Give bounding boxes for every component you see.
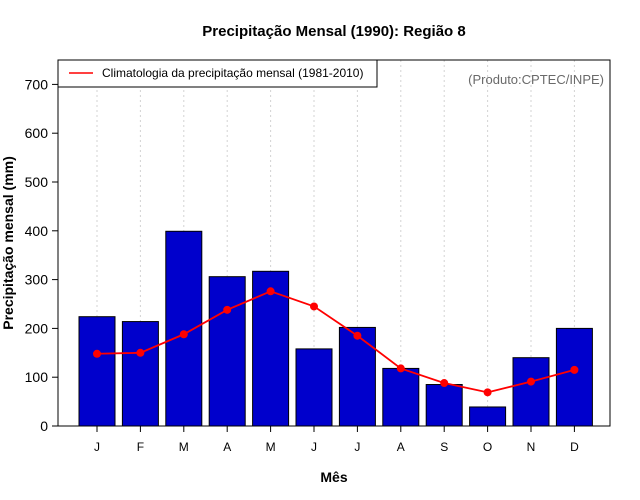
y-axis-label: Precipitação mensal (mm) <box>0 156 16 330</box>
y-axis: 0 100 200 300 400 500 600 700 <box>25 76 58 434</box>
y-tick-label-700: 700 <box>25 76 49 92</box>
bar-4 <box>208 276 246 427</box>
bar-7 <box>338 326 376 427</box>
bar-6 <box>295 348 333 427</box>
climatology-point-9 <box>440 379 449 388</box>
x-tick-label-5: M <box>266 440 276 454</box>
legend-box <box>57 59 378 88</box>
climatology-point-8 <box>396 364 405 373</box>
y-tick-label-200: 200 <box>25 320 49 336</box>
y-tick-label-600: 600 <box>25 125 49 141</box>
bar-9 <box>425 384 463 427</box>
climatology-line <box>96 290 575 394</box>
legend-label: Climatologia da precipitação mensal (198… <box>102 66 363 80</box>
y-tick-label-0: 0 <box>40 418 48 434</box>
x-tick-label-9: S <box>440 440 448 454</box>
chart-title: Precipitação Mensal (1990): Região 8 <box>202 23 465 40</box>
y-tick-label-100: 100 <box>25 369 49 385</box>
climatology-point-10 <box>483 388 492 397</box>
bar-2 <box>121 321 159 427</box>
x-tick-label-10: O <box>483 440 492 454</box>
climatology-point-1 <box>93 349 101 358</box>
bar-11 <box>512 357 550 427</box>
climatology-point-5 <box>266 287 275 296</box>
x-tick-label-7: J <box>354 440 360 454</box>
bar-5 <box>252 270 290 427</box>
x-tick-label-2: F <box>137 440 144 454</box>
bar-1 <box>78 316 116 427</box>
x-tick-label-8: A <box>397 440 405 454</box>
climatology-point-7 <box>353 331 362 340</box>
climatology-point-6 <box>310 302 318 311</box>
legend: Climatologia da precipitação mensal (198… <box>57 59 378 88</box>
source-annotation: (Produto:CPTEC/INPE) <box>468 72 604 87</box>
x-tick-label-1: J <box>94 440 100 454</box>
bar-10 <box>469 406 507 427</box>
bar-12 <box>555 327 593 427</box>
bars-group <box>78 230 593 427</box>
y-tick-label-500: 500 <box>25 174 49 190</box>
x-axis-label: Mês <box>320 469 347 485</box>
climatology-point-11 <box>527 377 535 386</box>
y-tick-label-300: 300 <box>25 272 49 288</box>
bar-3 <box>165 230 203 427</box>
y-tick-label-400: 400 <box>25 223 49 239</box>
climatology-point-2 <box>136 348 145 357</box>
x-tick-label-3: M <box>179 440 189 454</box>
climatology-point-12 <box>570 365 579 374</box>
climatology-point-3 <box>179 330 188 339</box>
x-tick-label-4: A <box>223 440 231 454</box>
climatology-point-4 <box>223 305 232 314</box>
x-tick-label-12: D <box>570 440 579 454</box>
x-tick-label-11: N <box>527 440 536 454</box>
x-tick-label-6: J <box>311 440 317 454</box>
bar-8 <box>382 367 420 427</box>
climatology-line-group <box>93 287 579 397</box>
